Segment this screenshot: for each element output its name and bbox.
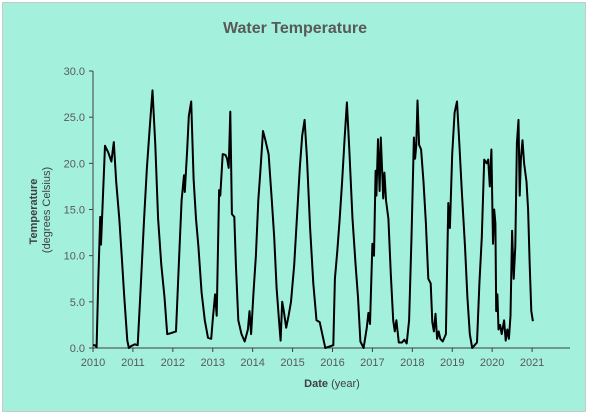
- x-tick-label: 2015: [280, 357, 304, 369]
- x-tick-label: 2020: [480, 357, 504, 369]
- x-tick-label: 2010: [81, 357, 105, 369]
- y-tick-label: 5.0: [70, 297, 85, 309]
- y-tick-label: 25.0: [64, 112, 85, 124]
- x-tick-label: 2018: [400, 357, 424, 369]
- chart-area: [2, 2, 586, 412]
- x-tick-label: 2011: [121, 357, 145, 369]
- y-axis-title-sub: (degrees Celsius): [41, 167, 53, 253]
- x-tick-label: 2019: [440, 357, 464, 369]
- x-axis-title-sub: (year): [331, 378, 360, 390]
- x-axis-title: Date (year): [304, 378, 360, 390]
- y-tick-label: 20.0: [64, 158, 85, 170]
- series-line: [93, 89, 534, 349]
- y-tick-label: 10.0: [64, 251, 85, 263]
- y-tick-label: 30.0: [64, 66, 85, 78]
- x-tick-label: 2021: [520, 357, 544, 369]
- x-tick-label: 2014: [240, 357, 264, 369]
- x-axis-title-main: Date: [304, 378, 328, 390]
- chart-title: Water Temperature: [222, 20, 368, 37]
- y-axis-title-main: Temperature: [28, 179, 40, 245]
- x-tick-label: 2017: [360, 357, 384, 369]
- x-tick-label: 2013: [201, 357, 225, 369]
- y-tick-label: 0.0: [70, 343, 85, 355]
- y-axis-title: Temperature (degrees Celsius): [28, 167, 53, 253]
- y-tick-label: 15.0: [64, 205, 85, 217]
- x-tick-label: 2016: [320, 357, 344, 369]
- x-tick-label: 2012: [161, 357, 185, 369]
